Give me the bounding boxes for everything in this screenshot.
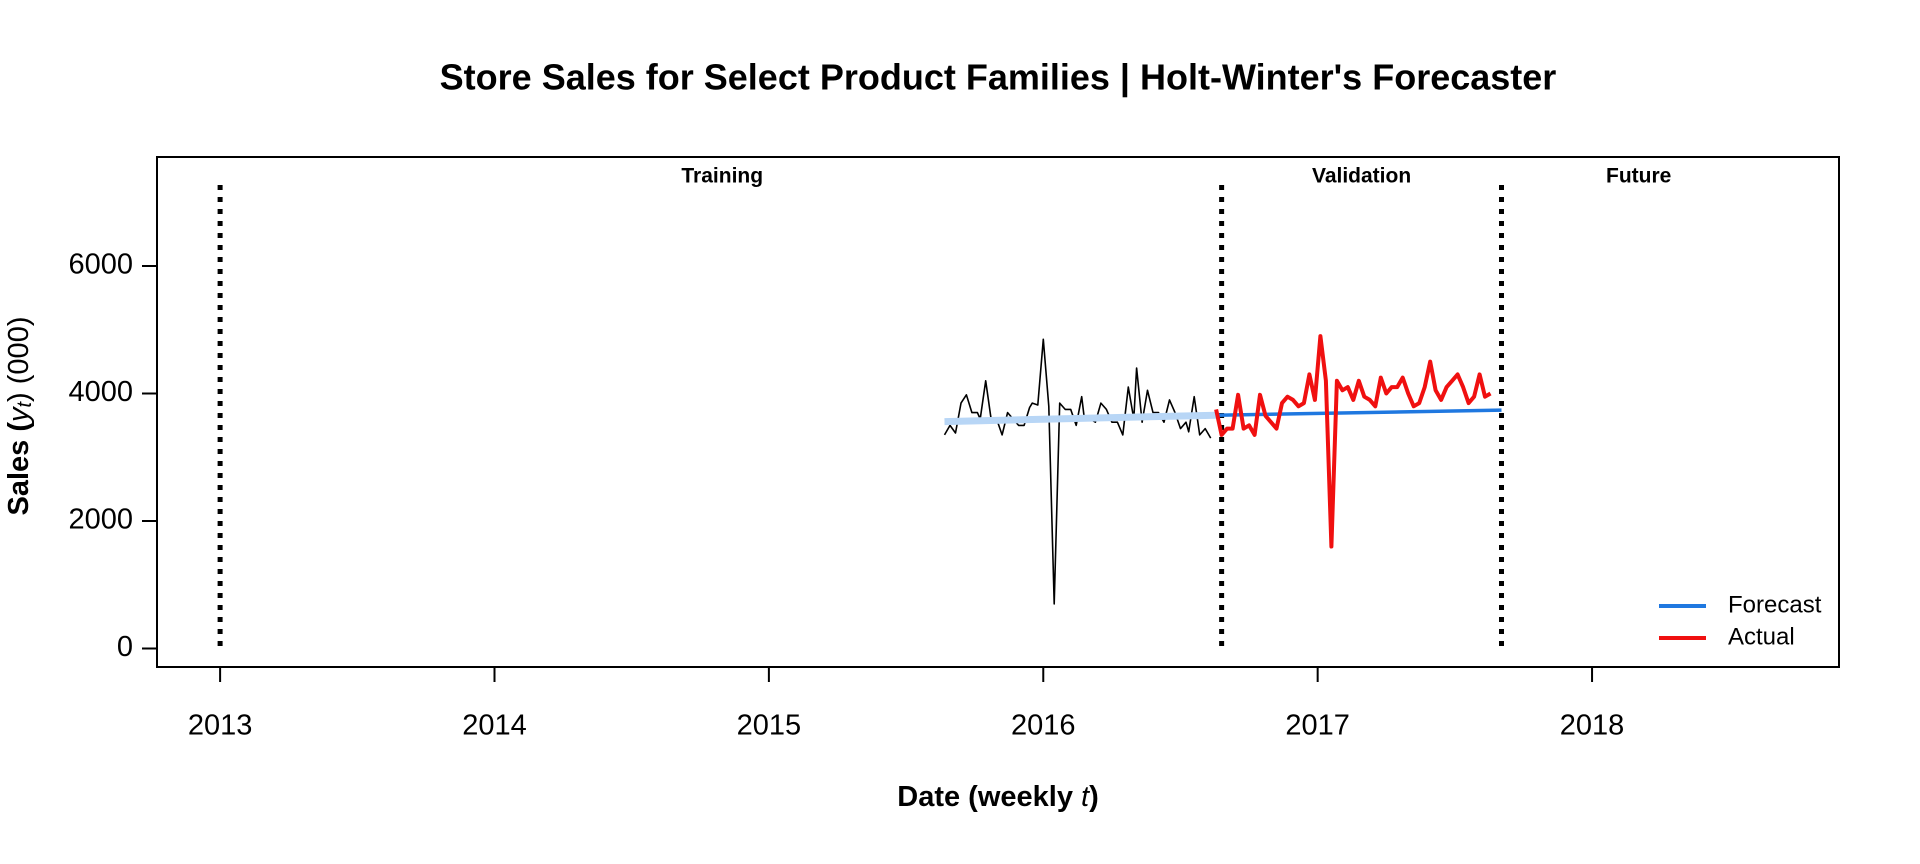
x-tick-label: 2016: [1011, 710, 1076, 742]
x-tick-label: 2013: [188, 710, 253, 742]
y-label-sub: t: [14, 400, 36, 407]
x-label-text: ): [1089, 781, 1099, 813]
y-tick-label: 6000: [68, 249, 133, 281]
y-label-var: y: [3, 406, 35, 424]
legend-label: Forecast: [1728, 591, 1822, 618]
x-label-text: Date (weekly: [897, 781, 1081, 813]
x-label-var: t: [1081, 781, 1091, 813]
x-tick-label: 2018: [1560, 710, 1625, 742]
x-axis-label: Date (weekly t): [897, 781, 1099, 813]
y-label-text: ) (000): [3, 317, 35, 402]
x-tick-label: 2014: [462, 710, 527, 742]
period-label: Validation: [1312, 165, 1411, 188]
x-tick-label: 2015: [737, 710, 802, 742]
y-tick-label: 0: [117, 631, 133, 663]
legend-label: Actual: [1728, 623, 1795, 650]
chart-title: Store Sales for Select Product Families …: [440, 57, 1557, 99]
period-label: Future: [1606, 165, 1671, 188]
period-label: Training: [681, 165, 763, 188]
series-line: [1214, 334, 1492, 549]
x-tick-label: 2017: [1285, 710, 1350, 742]
series-line: [944, 411, 1217, 426]
y-tick-label: 2000: [68, 504, 133, 536]
y-axis-label: Sales (yt) (000): [3, 317, 37, 516]
series-line: [943, 338, 1212, 605]
y-label-text: Sales (: [3, 422, 35, 516]
plot-frame: [156, 156, 1840, 668]
y-tick-label: 4000: [68, 376, 133, 408]
